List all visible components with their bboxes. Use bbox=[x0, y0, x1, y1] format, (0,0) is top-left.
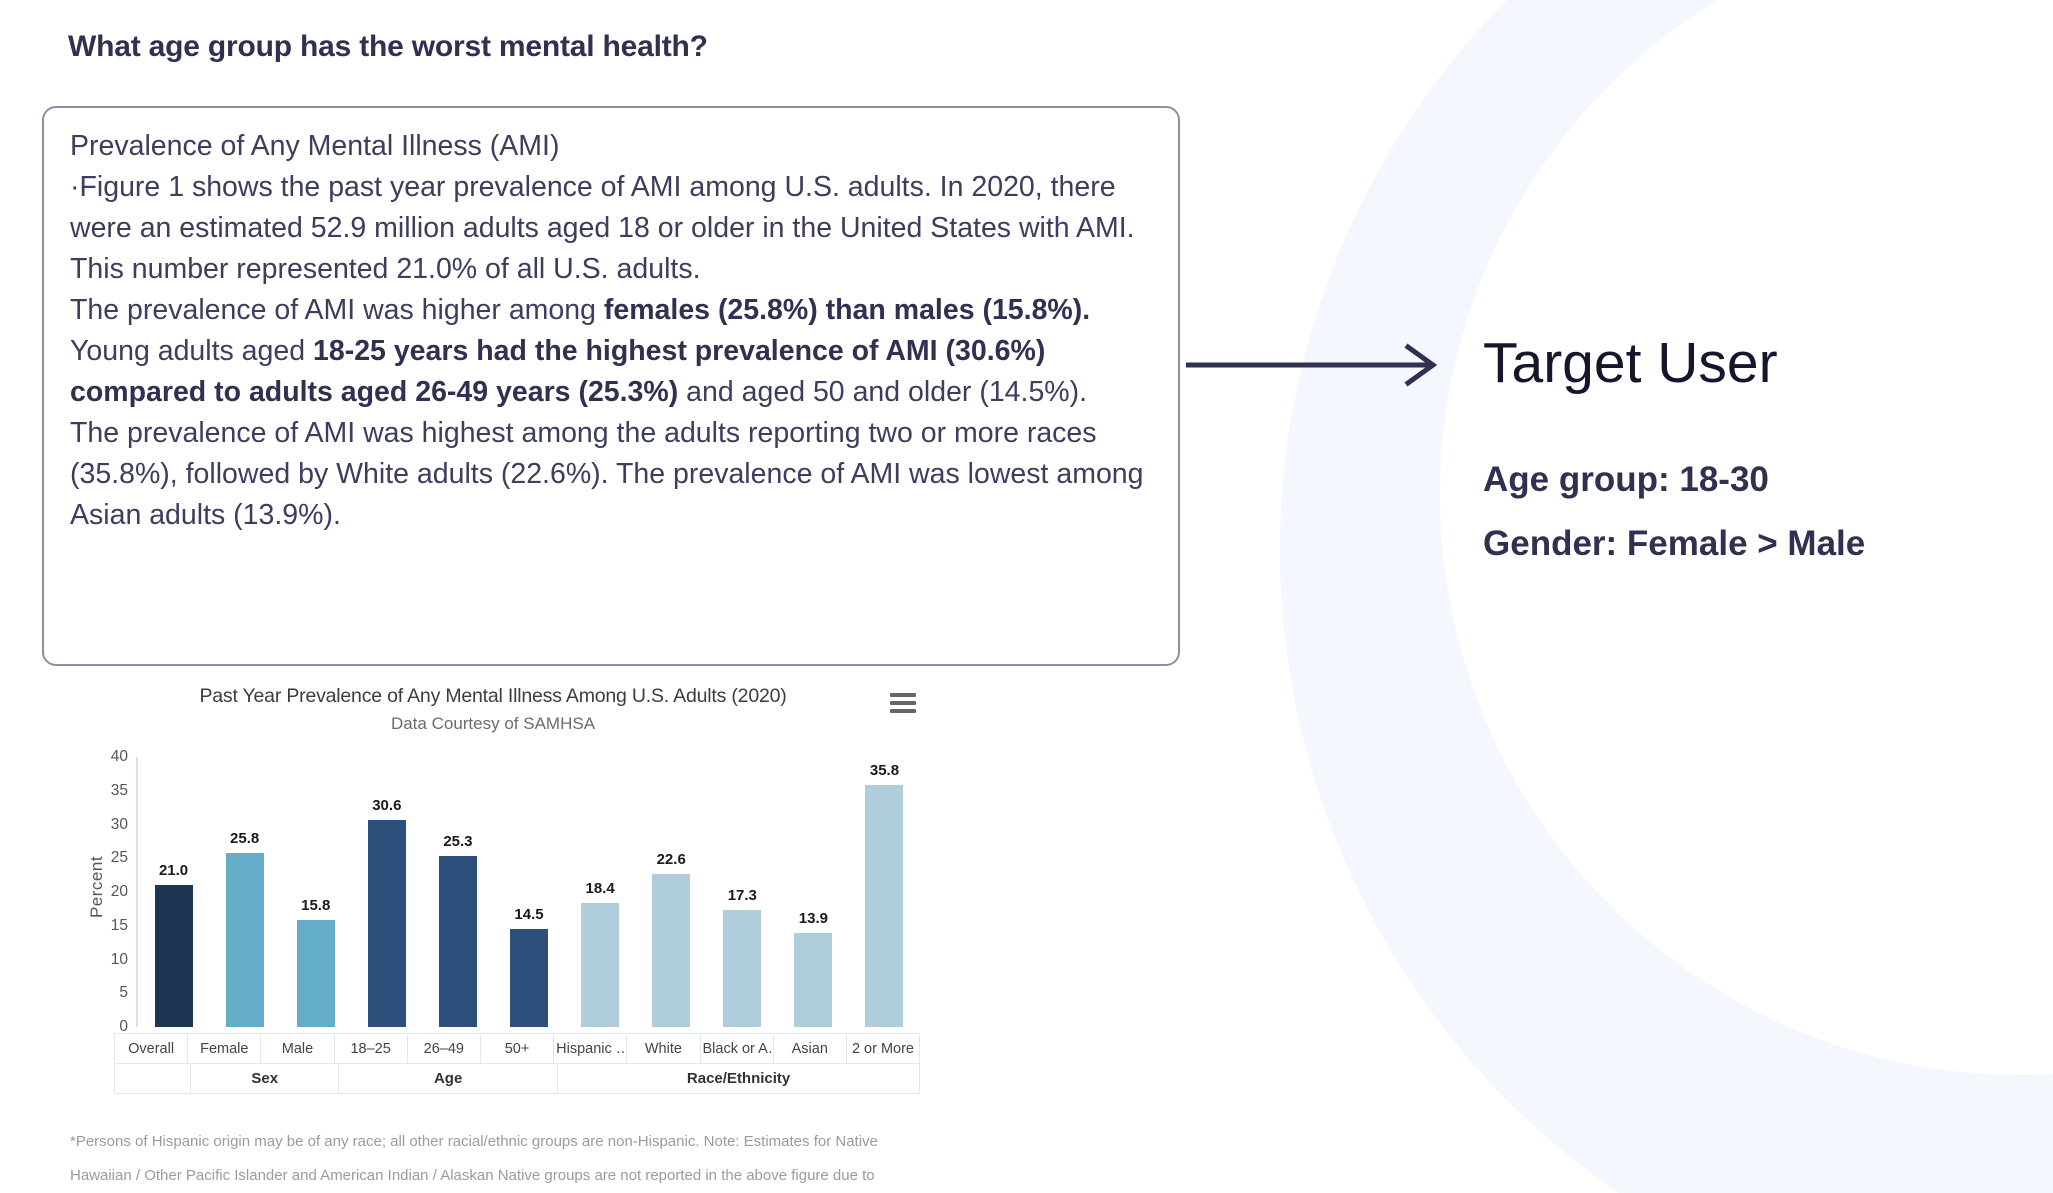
y-axis-tick-label: 25 bbox=[110, 849, 128, 867]
bar-rect bbox=[438, 856, 477, 1027]
x-axis-category-label: Overall bbox=[115, 1034, 189, 1064]
x-axis-category-label: White bbox=[627, 1034, 701, 1064]
x-axis-category-label: 26–49 bbox=[407, 1034, 481, 1064]
chart-footnote: *Persons of Hispanic origin may be of an… bbox=[70, 1125, 970, 1193]
target-attribute-gender: Gender: Female > Male bbox=[1483, 524, 1866, 563]
x-axis-category-label: 18–25 bbox=[334, 1034, 408, 1064]
bar-value-label: 22.6 bbox=[656, 851, 686, 869]
chart-subtitle: Data Courtesy of SAMHSA bbox=[390, 714, 596, 733]
x-axis-label-row: Overall Female Male 18–25 26–49 50+ Hispanic …… bbox=[115, 1034, 921, 1064]
bar-column[interactable]: 25.8 bbox=[209, 757, 280, 1027]
bar-value-label: 14.5 bbox=[514, 906, 544, 924]
bar-value-label: 35.8 bbox=[869, 762, 900, 780]
x-axis-category-label: Male bbox=[261, 1034, 335, 1064]
bar-rect bbox=[581, 902, 620, 1027]
bar-series: 21.0 25.8 15.8 30.6 25.3 14.5 18.4 22.6 17.3 13.9… bbox=[138, 757, 920, 1027]
y-axis-tick-label: 10 bbox=[110, 950, 128, 968]
bar-column[interactable]: 14.5 bbox=[493, 757, 564, 1027]
y-axis-tick-label: 30 bbox=[110, 815, 128, 833]
bar-rect bbox=[225, 852, 264, 1027]
info-text-run: Young adults aged bbox=[70, 335, 314, 367]
arrow-connector bbox=[1186, 340, 1486, 390]
bar-value-label: 21.0 bbox=[158, 862, 189, 880]
bar-rect bbox=[723, 910, 762, 1027]
bar-rect bbox=[794, 933, 833, 1027]
bar-column[interactable]: 13.9 bbox=[778, 757, 849, 1027]
info-paragraph: Young adults aged 18-25 years had the hi… bbox=[70, 331, 1152, 413]
bar-column[interactable]: 17.3 bbox=[707, 757, 778, 1027]
x-axis-category-label: Black or A… bbox=[700, 1034, 774, 1064]
info-text-run: The prevalence of AMI was higher among bbox=[70, 294, 604, 326]
info-paragraph: The prevalence of AMI was highest among … bbox=[70, 413, 1152, 536]
footnote-line: Hawaiian / Other Pacific Islander and Am… bbox=[70, 1167, 875, 1184]
bar-column[interactable]: 18.4 bbox=[565, 757, 636, 1027]
target-attribute-age: Age group: 18-30 bbox=[1483, 460, 1769, 499]
footnote-line: *Persons of Hispanic origin may be of an… bbox=[70, 1133, 878, 1150]
y-axis-tick-label: 15 bbox=[110, 916, 128, 934]
x-axis-category-label: 2 or More bbox=[846, 1034, 921, 1064]
info-text-emphasis: females (25.8%) than males (15.8%). bbox=[603, 294, 1091, 326]
hamburger-bar bbox=[890, 693, 916, 697]
bar-value-label: 25.8 bbox=[230, 829, 260, 847]
bar-column[interactable]: 15.8 bbox=[280, 757, 351, 1027]
chart-plot-area: Percent 0 5 10 15 20 25 30 35 40 21.0 25.8 15.8 30.… bbox=[60, 748, 960, 1037]
info-text-run: The prevalence of AMI was highest among … bbox=[70, 417, 1144, 531]
page-title: What age group has the worst mental heal… bbox=[68, 30, 708, 63]
info-text-box: Prevalence of Any Mental Illness (AMI) ·… bbox=[42, 106, 1180, 666]
y-axis-tick-label: 0 bbox=[119, 1018, 128, 1035]
hamburger-bar bbox=[890, 701, 916, 705]
info-text-run: and aged 50 and older (14.5%). bbox=[678, 376, 1088, 408]
y-axis-tick-label: 40 bbox=[110, 748, 128, 765]
x-axis-group-label bbox=[115, 1064, 192, 1094]
x-axis-category-label: Female bbox=[188, 1034, 262, 1064]
info-heading: Prevalence of Any Mental Illness (AMI) bbox=[70, 130, 560, 162]
target-user-title: Target User bbox=[1483, 331, 1778, 395]
x-axis-category-table: Overall Female Male 18–25 26–49 50+ Hispanic …… bbox=[114, 1033, 921, 1094]
x-axis-group-label: Sex bbox=[191, 1064, 340, 1094]
info-text-emphasis: 18-25 years had the highest prevalence o… bbox=[70, 335, 1046, 408]
y-axis-tick-label: 20 bbox=[110, 883, 128, 900]
bar-rect bbox=[367, 820, 406, 1027]
x-axis-category-label: Hispanic … bbox=[554, 1034, 628, 1064]
arrow-right-icon bbox=[1186, 343, 1438, 387]
bar-value-label: 25.3 bbox=[443, 833, 473, 851]
y-axis-tick-label: 5 bbox=[119, 984, 128, 1002]
x-axis-group-row: Sex Age Race/Ethnicity bbox=[115, 1064, 920, 1094]
target-user-attributes: Age group: 18-30 Gender: Female > Male bbox=[1483, 448, 1865, 576]
bar-value-label: 13.9 bbox=[798, 910, 828, 928]
bar-rect bbox=[296, 920, 335, 1027]
bar-rect bbox=[510, 929, 549, 1027]
bar-column[interactable]: 35.8 bbox=[849, 757, 920, 1027]
bar-value-label: 18.4 bbox=[585, 879, 615, 897]
info-paragraph-list: ·Figure 1 shows the past year prevalence… bbox=[70, 167, 1152, 536]
chart-figure: Past Year Prevalence of Any Mental Illne… bbox=[60, 685, 960, 1115]
bar-rect bbox=[865, 785, 904, 1027]
x-axis-category-label: 50+ bbox=[480, 1034, 555, 1064]
bar-column[interactable]: 21.0 bbox=[138, 757, 209, 1027]
hamburger-menu-icon[interactable] bbox=[890, 693, 916, 713]
y-axis-tick-label: 35 bbox=[110, 781, 128, 799]
info-text-run: ·Figure 1 shows the past year prevalence… bbox=[70, 171, 1135, 285]
x-axis-group-label: Race/Ethnicity bbox=[558, 1064, 920, 1094]
hamburger-bar bbox=[890, 709, 916, 713]
info-paragraph: ·Figure 1 shows the past year prevalence… bbox=[70, 167, 1152, 290]
bar-column[interactable]: 22.6 bbox=[636, 757, 707, 1027]
y-axis-ticks: 0 5 10 15 20 25 30 35 40 bbox=[92, 748, 134, 1035]
bar-value-label: 15.8 bbox=[301, 897, 331, 915]
info-paragraph: The prevalence of AMI was higher among f… bbox=[70, 290, 1152, 331]
bar-rect bbox=[652, 874, 691, 1027]
bar-rect bbox=[154, 885, 193, 1027]
bar-value-label: 30.6 bbox=[372, 797, 402, 815]
bar-column[interactable]: 30.6 bbox=[351, 757, 422, 1027]
chart-title: Past Year Prevalence of Any Mental Illne… bbox=[199, 685, 787, 707]
bar-column[interactable]: 25.3 bbox=[422, 757, 493, 1027]
y-axis-line bbox=[136, 757, 138, 1027]
x-axis-category-label: Asian bbox=[773, 1034, 847, 1064]
x-axis-group-label: Age bbox=[339, 1064, 559, 1094]
bar-value-label: 17.3 bbox=[727, 887, 757, 905]
